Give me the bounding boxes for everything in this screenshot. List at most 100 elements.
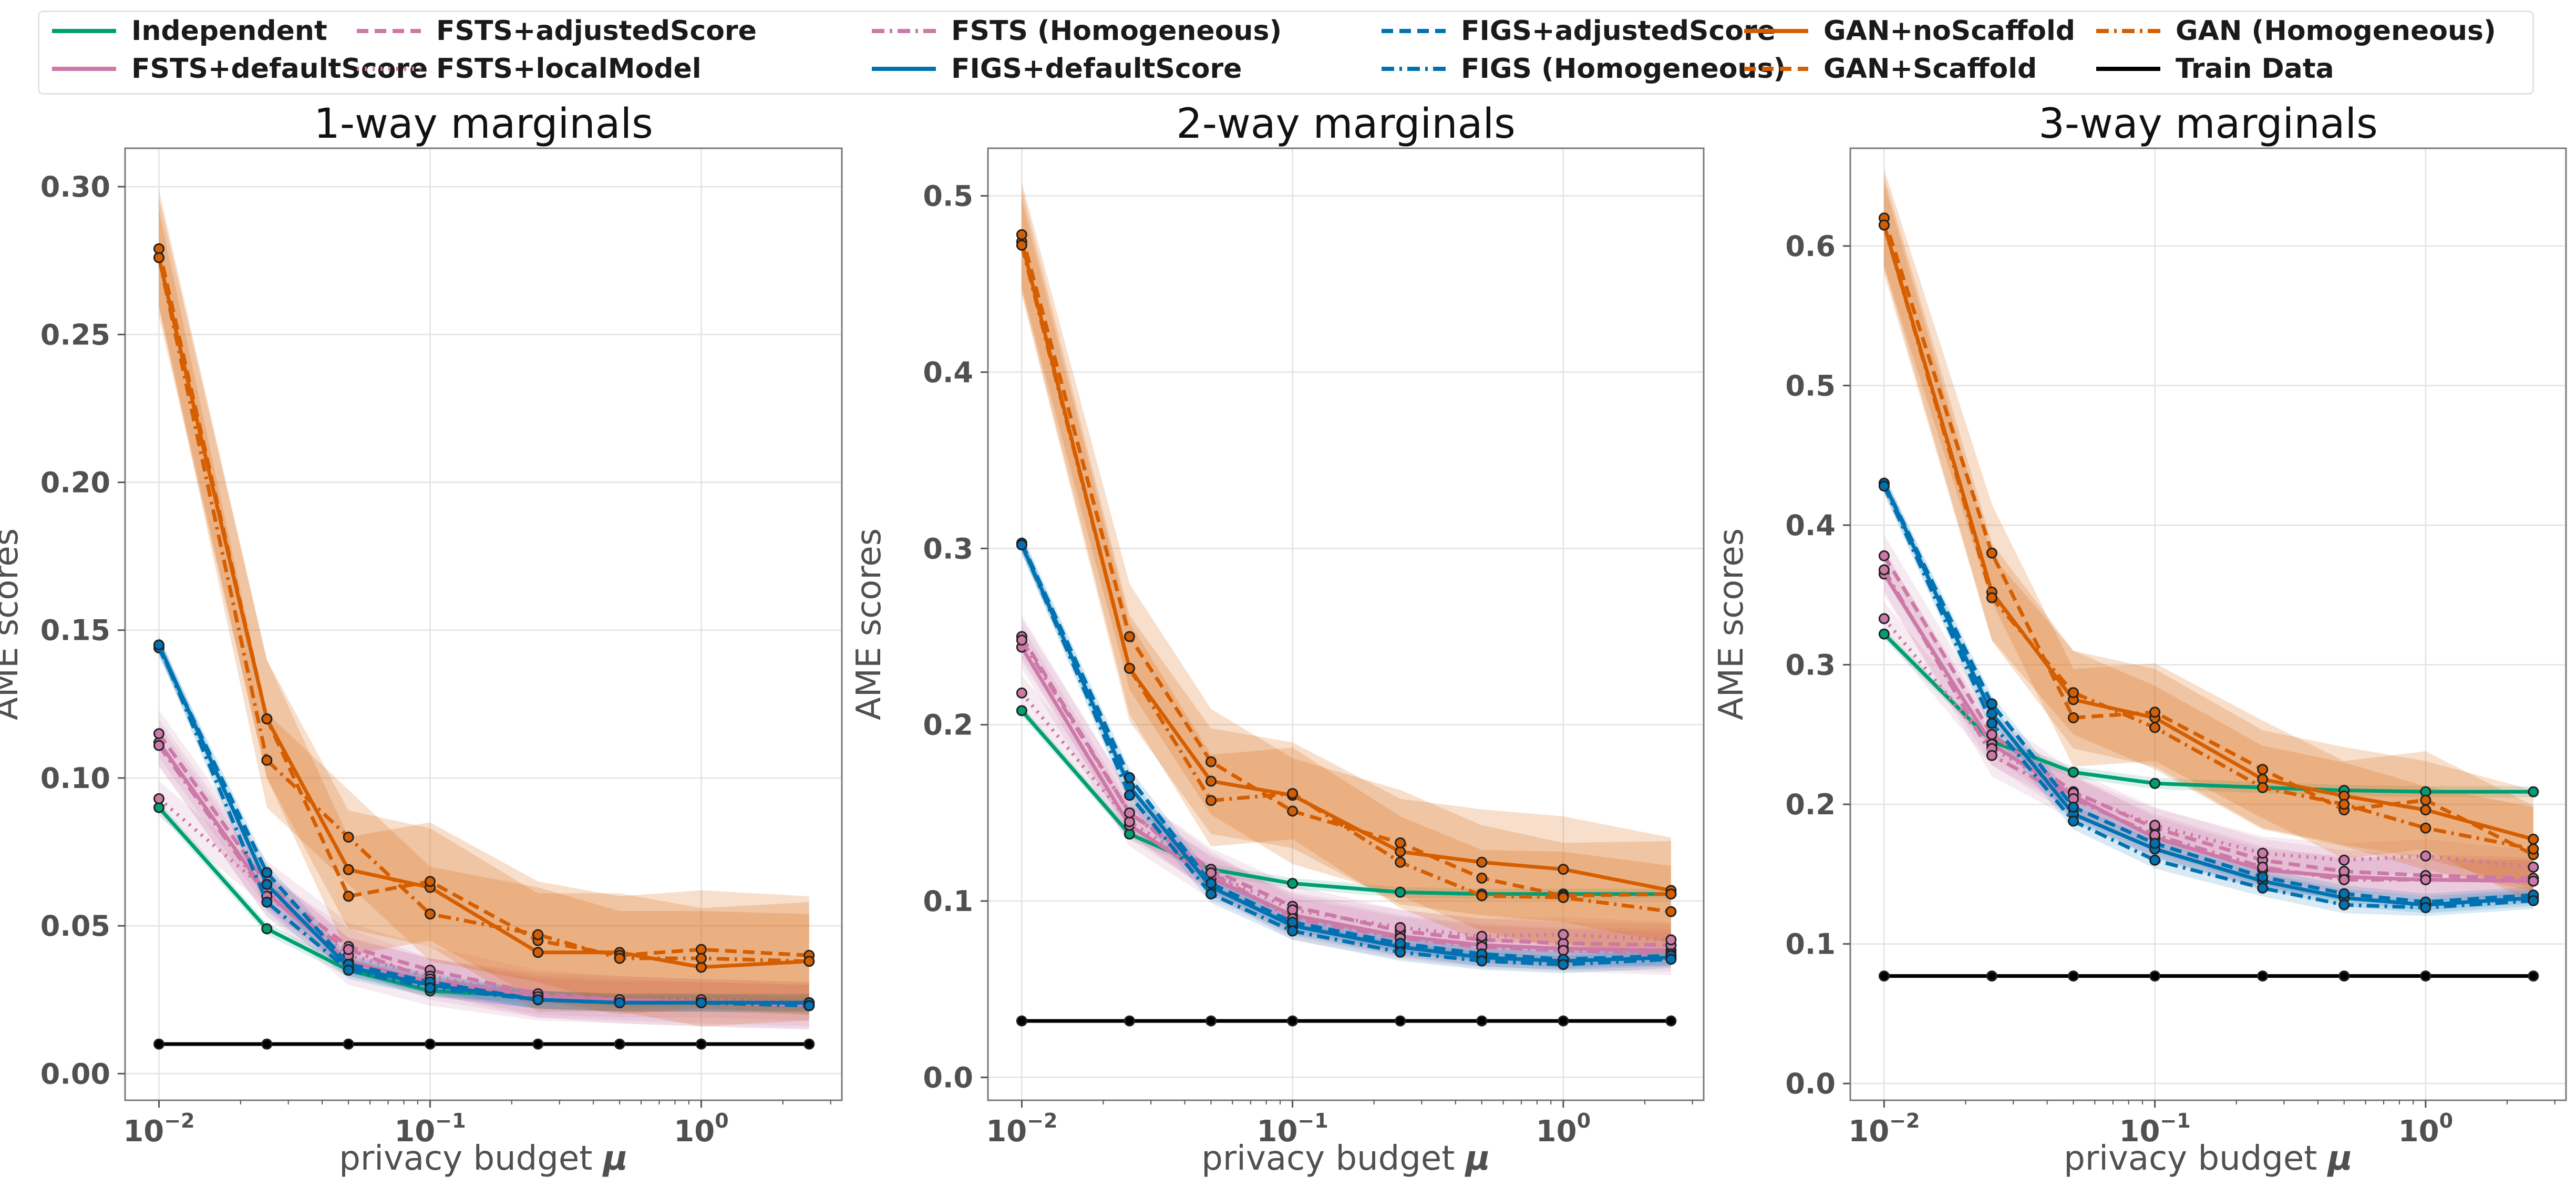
data-point-figs-homogeneous (1878, 480, 1890, 492)
y-tick-label: 0.2 (1785, 788, 1836, 821)
data-point-train-data (261, 1038, 273, 1050)
legend-item-gan-homogeneous: GAN (Homogeneous) (2094, 15, 2496, 47)
band-figs-homogeneous (1022, 536, 1671, 974)
legend-label: FIGS (Homogeneous) (1461, 53, 1786, 85)
data-point-gan-scaffold (424, 876, 436, 887)
legend-swatch (1382, 29, 1446, 33)
data-point-figs-homogeneous (153, 639, 164, 651)
data-point-independent (2528, 786, 2539, 797)
data-point-independent (153, 802, 164, 813)
legend-item-fsts-adjustedscore: FSTS+adjustedScore (355, 15, 757, 47)
chart-title: 1-way marginals (314, 100, 653, 148)
data-point-figs-homogeneous (1558, 959, 1569, 970)
series-line-figs-homogeneous (157, 644, 809, 1008)
y-tick-label: 0.1 (923, 885, 973, 918)
data-point-figs-homogeneous (1476, 955, 1488, 967)
data-point-gan-noscaffold (2528, 833, 2539, 845)
band-fsts-homogeneous (159, 724, 809, 1027)
band-fsts-defaultscore (1884, 553, 2533, 902)
data-point-figs-adjustedscore (1205, 877, 1217, 889)
legend-label: GAN (Homogeneous) (2176, 15, 2496, 47)
series-line-gan-homogeneous (1882, 224, 2534, 851)
series-line-independent (1882, 632, 2533, 794)
x-tick-label: 10−1 (1256, 1109, 1328, 1149)
data-point-fsts-localmodel (153, 793, 164, 804)
legend: Independent FSTS+defaultScore FSTS+adjuste… (38, 11, 2534, 95)
data-point-figs-homogeneous (2257, 882, 2269, 894)
data-point-train-data (1558, 1015, 1569, 1027)
y-tick-label: 0.20 (40, 466, 110, 499)
data-point-gan-homogeneous (1878, 219, 1890, 231)
data-point-fsts-homogeneous (343, 944, 354, 955)
x-tick-label: 100 (2398, 1109, 2453, 1149)
data-point-gan-homogeneous (153, 252, 164, 263)
data-point-gan-scaffold (343, 891, 354, 902)
data-point-fsts-localmodel (2338, 854, 2350, 866)
data-point-gan-homogeneous (1395, 856, 1406, 868)
x-tick-label: 100 (674, 1109, 728, 1149)
data-point-figs-homogeneous (2528, 895, 2539, 906)
legend-label: Train Data (2176, 53, 2334, 85)
data-point-figs-homogeneous (1205, 888, 1217, 900)
band-fsts-localmodel (159, 781, 809, 1021)
data-point-fsts-homogeneous (2528, 875, 2539, 887)
band-fsts-localmodel (1022, 675, 1671, 958)
data-point-fsts-localmodel (2420, 850, 2431, 862)
data-point-gan-scaffold (2420, 794, 2431, 806)
series-line-fsts-adjustedscore (1882, 555, 2533, 881)
data-point-figs-homogeneous (614, 997, 625, 1008)
y-tick-label: 0.15 (40, 614, 110, 647)
series-line-gan-scaffold (1882, 217, 2534, 856)
y-axis-label: AME scores (850, 528, 889, 720)
y-tick-label: 0.5 (923, 180, 973, 213)
data-point-gan-scaffold (695, 944, 707, 955)
data-point-fsts-homogeneous (2420, 874, 2431, 885)
axes-frame (987, 147, 1705, 1101)
data-point-fsts-localmodel (2149, 820, 2161, 831)
data-point-figs-homogeneous (1665, 954, 1677, 965)
data-point-gan-noscaffold (1205, 775, 1217, 787)
chart-title: 3-way marginals (2038, 100, 2378, 148)
data-point-fsts-homogeneous (2338, 874, 2350, 885)
data-point-train-data (343, 1038, 354, 1050)
band-independent (159, 801, 809, 1012)
data-point-figs-adjustedscore (2257, 871, 2269, 883)
series-line-figs-defaultscore (1020, 544, 1671, 963)
data-point-figs-homogeneous (343, 965, 354, 976)
data-point-gan-homogeneous (2068, 687, 2079, 699)
data-point-gan-homogeneous (1558, 892, 1569, 903)
x-tick-label: 10−1 (2119, 1109, 2190, 1149)
legend-item-figs-defaultscore: FIGS+defaultScore (870, 53, 1242, 85)
series-line-figs-adjustedscore (1882, 482, 2534, 904)
y-tick-label: 0.4 (923, 356, 973, 389)
data-point-train-data (2420, 970, 2431, 982)
data-point-figs-adjustedscore (261, 867, 273, 878)
legend-label: FSTS (Homogeneous) (951, 15, 1282, 47)
data-point-independent (1878, 628, 1890, 640)
legend-item-gan-scaffold: GAN+Scaffold (1742, 53, 2037, 85)
data-point-independent (1287, 877, 1299, 889)
data-point-train-data (803, 1038, 815, 1050)
data-point-gan-noscaffold (695, 961, 707, 973)
data-point-gan-homogeneous (1986, 592, 1997, 603)
y-tick-label: 0.6 (1785, 230, 1836, 263)
data-point-fsts-homogeneous (1986, 750, 1997, 761)
data-point-fsts-adjustedscore (1986, 729, 1997, 740)
legend-swatch (357, 29, 421, 33)
x-tick-label: 100 (1536, 1109, 1591, 1149)
data-point-independent (2149, 777, 2161, 789)
panel-2-way-marginals: 0.0 0.1 0.2 0.3 0.4 0.5 10−2 10−1 100 2-way margi… (850, 100, 1705, 1178)
data-point-figs-homogeneous (2149, 854, 2161, 866)
data-point-train-data (2338, 970, 2350, 982)
series-line-gan-noscaffold (157, 257, 809, 969)
data-point-figs-homogeneous (2338, 899, 2350, 910)
data-point-gan-noscaffold (2420, 804, 2431, 816)
band-fsts-homogeneous (1884, 549, 2533, 902)
legend-swatch (1744, 29, 1808, 33)
data-point-train-data (1665, 1015, 1677, 1027)
data-point-gan-scaffold (1205, 756, 1217, 768)
legend-item-train-data: Train Data (2094, 53, 2334, 85)
data-point-train-data (1395, 1015, 1406, 1027)
panel-1-way-marginals: 0.00 0.05 0.10 0.15 0.20 0.25 0.30 10−2 10−1 100 1… (0, 100, 843, 1178)
